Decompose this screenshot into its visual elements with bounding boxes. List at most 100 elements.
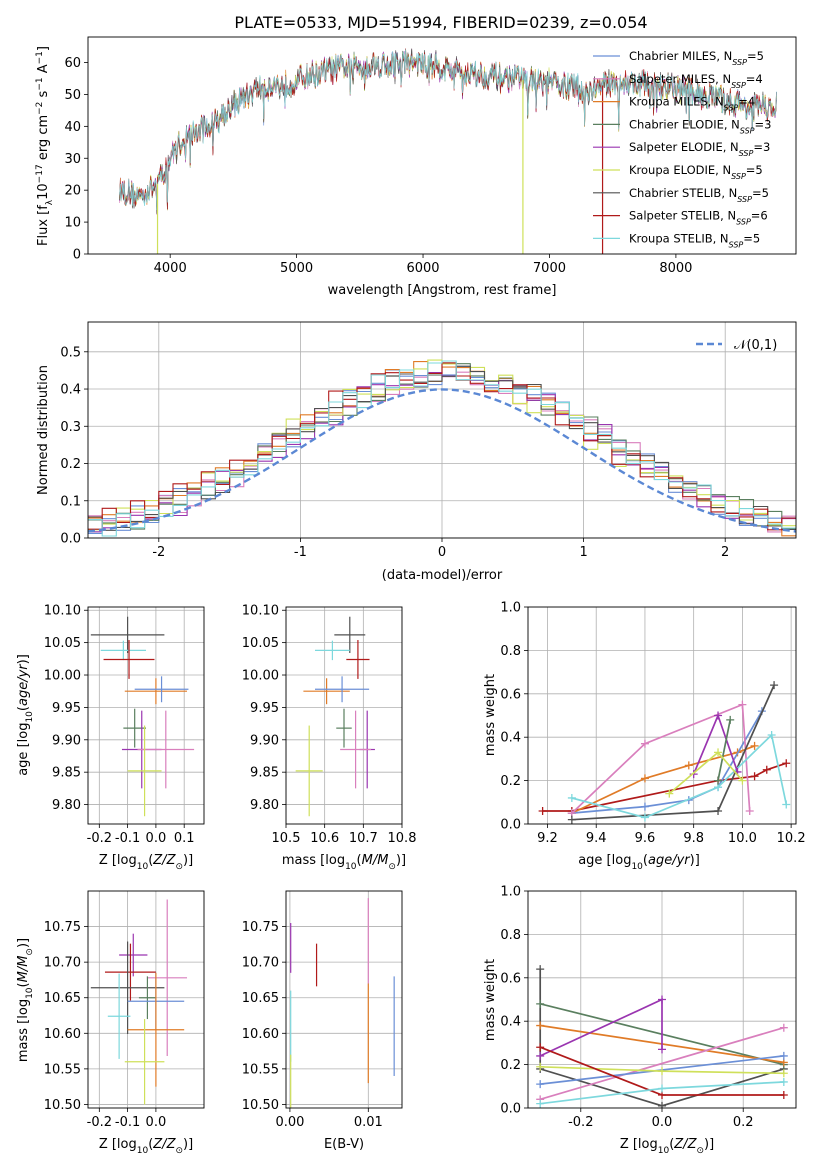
y-tick-label: 10.55 bbox=[44, 1062, 81, 1077]
x-axis-label: mass [log10(M/M⊙)] bbox=[282, 853, 406, 872]
y-tick-label: 10.55 bbox=[242, 1062, 279, 1077]
legend-entry: Kroupa ELODIE, NSSP=5 bbox=[629, 163, 763, 181]
x-tick-label: 0 bbox=[438, 545, 446, 560]
weight-point-marker bbox=[536, 1021, 545, 1030]
y-axis-label: Normed distribution bbox=[36, 365, 51, 495]
x-tick-label: 9.2 bbox=[537, 831, 558, 846]
y-tick-label: 0.4 bbox=[500, 731, 521, 746]
x-tick-label: 10.5 bbox=[272, 831, 301, 846]
x-tick-label: 7000 bbox=[533, 261, 566, 276]
y-tick-label: 0.0 bbox=[60, 532, 81, 547]
y-tick-label: 1.0 bbox=[500, 601, 521, 616]
axes-frame bbox=[527, 606, 797, 825]
axes-frame bbox=[285, 606, 403, 825]
y-tick-label: 9.90 bbox=[250, 733, 279, 748]
x-axis-label: Z [log10(Z/Z⊙)] bbox=[99, 1137, 193, 1156]
y-tick-label: 10.05 bbox=[242, 636, 279, 651]
x-tick-label: 0.00 bbox=[275, 1115, 304, 1130]
axes-frame bbox=[87, 36, 797, 255]
weight-point-marker bbox=[536, 965, 545, 974]
y-tick-label: 10.05 bbox=[44, 636, 81, 651]
histogram-step bbox=[88, 360, 796, 537]
x-tick-label: 9.8 bbox=[683, 831, 704, 846]
y-tick-label: 10.60 bbox=[44, 1027, 81, 1042]
y-tick-label: 10.10 bbox=[44, 604, 81, 619]
plot-area bbox=[88, 322, 796, 538]
x-tick-label: 0.01 bbox=[354, 1115, 383, 1130]
y-tick-label: 0.0 bbox=[500, 818, 521, 833]
y-tick-label: 60 bbox=[64, 56, 81, 71]
weight-point-marker bbox=[640, 739, 649, 748]
plot-area bbox=[119, 48, 777, 254]
weight-point-marker bbox=[779, 1023, 788, 1032]
weight-point-marker bbox=[567, 815, 576, 824]
weight-series-line bbox=[717, 719, 732, 781]
weight-point-marker bbox=[658, 1045, 666, 1054]
y-tick-label: 10 bbox=[64, 216, 81, 231]
weight-point-marker bbox=[536, 1043, 545, 1052]
y-tick-label: 0.5 bbox=[60, 345, 81, 360]
axes-frame bbox=[87, 890, 205, 1109]
weight-point-marker bbox=[779, 1090, 788, 1099]
weight-point-marker bbox=[782, 800, 791, 809]
legend-entry: Salpeter ELODIE, NSSP=3 bbox=[629, 140, 770, 158]
plot-area bbox=[286, 607, 402, 824]
legend-entry: Chabrier MILES, NSSP=5 bbox=[629, 49, 764, 67]
weight-point-marker bbox=[658, 1101, 666, 1108]
x-tick-label: -2 bbox=[152, 545, 165, 560]
x-tick-label: 10.7 bbox=[349, 831, 378, 846]
y-tick-label: 0.4 bbox=[500, 1015, 521, 1030]
weight-point-marker bbox=[745, 806, 754, 815]
x-tick-label: 10.2 bbox=[777, 831, 806, 846]
figure-title: PLATE=0533, MJD=51994, FIBERID=0239, z=0… bbox=[234, 13, 647, 32]
y-tick-label: 20 bbox=[64, 184, 81, 199]
x-tick-label: 6000 bbox=[406, 261, 439, 276]
plot-area bbox=[286, 891, 402, 1108]
x-tick-label: -0.2 bbox=[87, 831, 112, 846]
weight-point-marker bbox=[779, 1069, 788, 1078]
x-tick-label: 5000 bbox=[280, 261, 313, 276]
weight-point-marker bbox=[714, 776, 723, 785]
axes-age-vs-Z: -0.2 -0.1 0.0 0.1 9.80 9.85 9.90 9.95 10.00 10.05… bbox=[16, 604, 205, 872]
weight-point-marker bbox=[762, 765, 771, 774]
y-tick-label: 0.2 bbox=[60, 457, 81, 472]
axes-weight-vs-age: 9.2 9.4 9.6 9.8 10.0 10.2 0.0 0.2 0.4 0.6 0.8 1.0 ag… bbox=[483, 601, 806, 873]
x-tick-label: -0.1 bbox=[115, 1115, 140, 1130]
legend-entry: Kroupa MILES, NSSP=4 bbox=[629, 95, 755, 113]
x-tick-label: 4000 bbox=[154, 261, 187, 276]
weight-point-marker bbox=[750, 741, 759, 750]
weight-point-marker bbox=[779, 1051, 788, 1060]
weight-point-marker bbox=[536, 1099, 545, 1108]
y-tick-label: 10.00 bbox=[44, 669, 81, 684]
x-tick-label: 10.0 bbox=[728, 831, 757, 846]
weight-series-line bbox=[571, 703, 751, 814]
weight-point-marker bbox=[738, 700, 747, 709]
x-tick-label: -1 bbox=[294, 545, 307, 560]
x-tick-label: 0.0 bbox=[146, 831, 167, 846]
y-axis-label: mass weight bbox=[483, 959, 498, 1041]
weight-point-marker bbox=[726, 715, 735, 724]
x-tick-label: 9.6 bbox=[635, 831, 656, 846]
legend-entry: Salpeter STELIB, NSSP=6 bbox=[629, 209, 768, 227]
weight-point-marker bbox=[538, 806, 547, 815]
y-tick-label: 0.1 bbox=[60, 494, 81, 509]
axes-frame bbox=[87, 606, 205, 825]
y-tick-label: 0.2 bbox=[500, 774, 521, 789]
y-tick-label: 0.6 bbox=[500, 971, 521, 986]
weight-point-marker bbox=[738, 776, 747, 785]
y-tick-label: 0.2 bbox=[500, 1058, 521, 1073]
y-tick-label: 10.65 bbox=[242, 991, 279, 1006]
y-tick-label: 0.3 bbox=[60, 420, 81, 435]
x-axis-label: (data-model)/error bbox=[382, 568, 503, 583]
legend-entry: Chabrier STELIB, NSSP=5 bbox=[629, 186, 769, 204]
x-axis-label: Z [log10(Z/Z⊙)] bbox=[620, 1137, 714, 1156]
axes-spectrum: 4000 5000 6000 7000 8000 0 10 20 30 40 50 60 wavelen… bbox=[35, 36, 797, 298]
weight-point-marker bbox=[714, 748, 723, 757]
plot-area bbox=[88, 891, 204, 1108]
axes-mass-vs-Z: -0.2 -0.1 0.0 10.50 10.55 10.60 10.65 10.70 10.7… bbox=[16, 890, 205, 1156]
y-axis-label: mass weight bbox=[483, 674, 498, 756]
y-tick-label: 9.85 bbox=[250, 766, 279, 781]
x-axis-label: age [log10(age/yr)] bbox=[578, 853, 700, 872]
y-tick-label: 10.65 bbox=[44, 991, 81, 1006]
